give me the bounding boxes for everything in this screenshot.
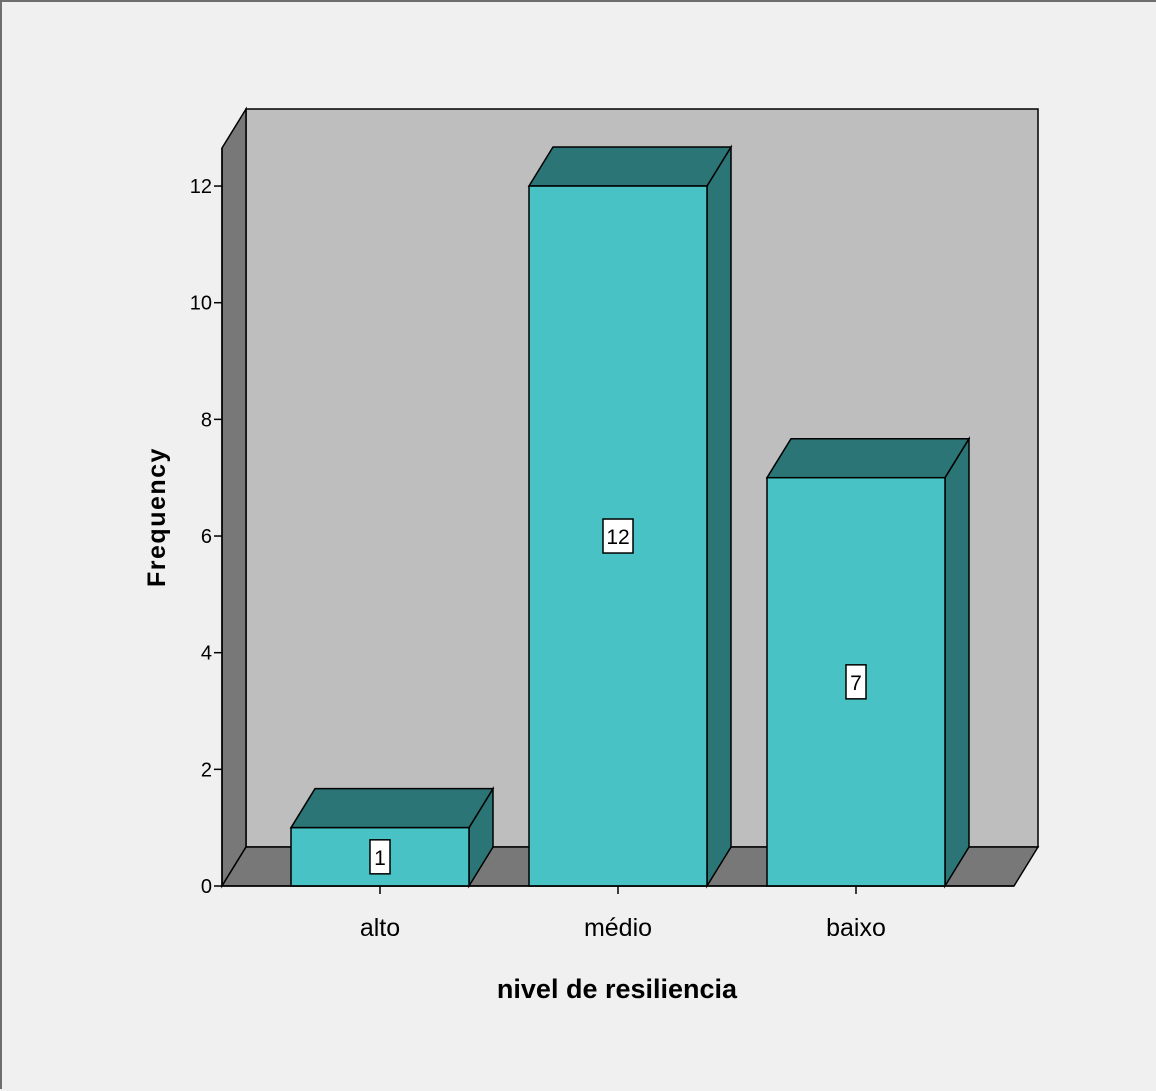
bar-top [765, 437, 971, 479]
data-label-box [845, 664, 867, 700]
data-label-box [602, 518, 634, 554]
bar-alto: 1 [289, 786, 495, 889]
x-tick-label: médio [584, 914, 652, 942]
data-label: 7 [850, 672, 862, 695]
x-axis: alto médio baixo [222, 885, 1014, 942]
bar-médio: 12 [527, 144, 733, 889]
bar-side [706, 144, 732, 889]
y-tick-label: 12 [190, 176, 212, 198]
side-wall [221, 106, 247, 889]
bar-baixo: 7 [765, 436, 971, 889]
y-axis-title: Frequency [143, 447, 171, 587]
bars: 1 12 7 [289, 144, 971, 889]
y-tick-label: 10 [190, 293, 212, 315]
y-tick-label: 0 [201, 876, 212, 898]
bar-top [527, 146, 733, 187]
bar-top [289, 787, 495, 829]
data-label: 1 [374, 847, 386, 870]
y-tick-label: 4 [201, 643, 212, 665]
data-label: 12 [606, 526, 629, 549]
y-tick-label: 8 [201, 409, 212, 431]
y-tick-label: 6 [201, 526, 212, 548]
bar-front [290, 826, 470, 887]
x-tick-label: baixo [826, 914, 886, 942]
y-axis: 0 2 4 6 8 10 12 [190, 148, 223, 898]
x-axis-title: nivel de resiliencia [497, 974, 738, 1004]
x-tick-label: alto [360, 914, 400, 942]
y-tick-label: 2 [201, 759, 212, 781]
bar-side [944, 436, 970, 889]
data-label-box [369, 839, 391, 875]
